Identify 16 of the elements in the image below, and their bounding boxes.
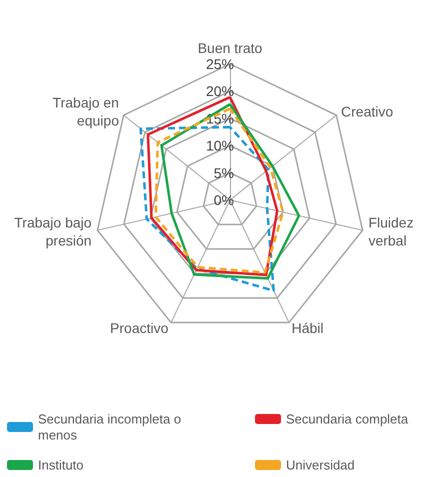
y-tick-label: 5% <box>214 164 234 181</box>
legend-label: Instituto <box>38 458 84 472</box>
spoke-label: Buen trato <box>198 40 263 56</box>
y-tick-label: 10% <box>206 138 234 154</box>
y-tick-label: 0% <box>214 192 234 208</box>
legend-label: Secundaria completa <box>286 412 409 426</box>
y-tick-label: 20% <box>206 83 234 100</box>
spoke-label: Trabajo bajo presión <box>14 214 92 249</box>
spoke-label: Fluidez verbal <box>368 214 414 249</box>
legend-label: Secundaria incompleta o menos <box>38 412 182 442</box>
y-tick-label: 25% <box>206 56 234 72</box>
spoke-label: Hábil <box>292 320 324 336</box>
legend-label: Universidad <box>286 458 355 472</box>
spoke-label: Proactivo <box>110 320 169 336</box>
spoke-label: Creativo <box>341 103 394 120</box>
spoke-label: Trabajo en equipo <box>52 94 120 128</box>
